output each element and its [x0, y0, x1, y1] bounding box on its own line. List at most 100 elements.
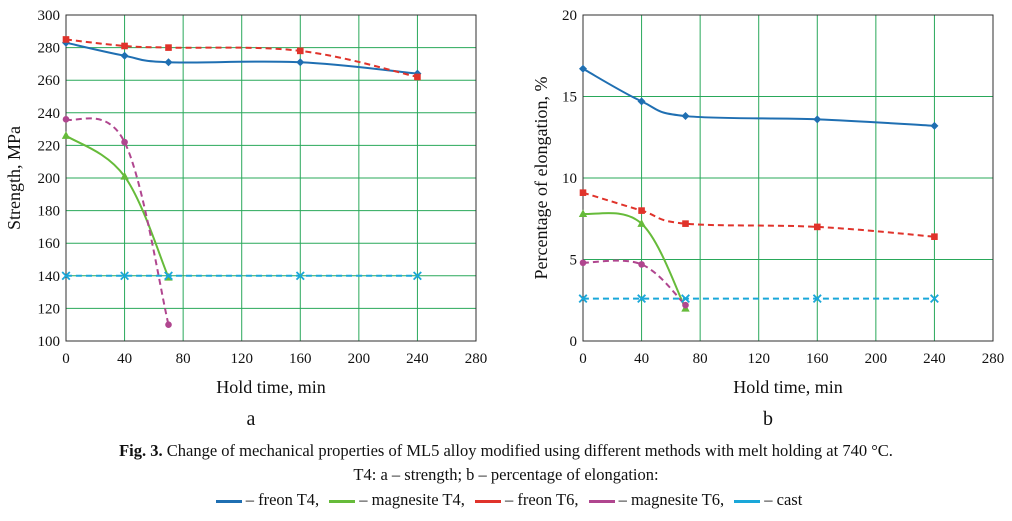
data-point-freon-t6 — [165, 44, 172, 51]
series-freon-t6 — [579, 189, 938, 240]
data-point-freon-t6 — [813, 223, 821, 231]
y-tick-label: 280 — [38, 41, 61, 57]
figure-caption-line1: Fig. 3. Change of mechanical properties … — [0, 440, 1012, 461]
panel-label: b — [763, 408, 773, 430]
y-tick-label: 120 — [38, 301, 61, 317]
legend-swatch — [734, 499, 761, 503]
data-point-freon-t6 — [62, 36, 70, 43]
series-line-freon-t6 — [582, 191, 935, 238]
legend-item-magnesite-t6: – magnesite T6, — [583, 490, 725, 509]
x-tick-label: 80 — [176, 351, 191, 367]
y-tick-label: 200 — [38, 171, 61, 187]
legend-item-freon-t4: – freon T4, — [210, 490, 319, 509]
gridlines — [583, 15, 993, 341]
x-tick-label: 280 — [465, 351, 488, 367]
data-point-magnesite-t4 — [578, 209, 588, 218]
series-cast — [61, 271, 422, 281]
series-magnesite-t6 — [579, 259, 689, 309]
x-tick-label: 240 — [406, 351, 429, 367]
data-point-freon-t4 — [579, 64, 587, 73]
chart-panel-a: 0 40 80 120 160 200 240 280 100 120 140 160 180 200 22… — [4, 8, 487, 430]
data-point-magnesite-t6 — [165, 321, 172, 329]
data-point-magnesite-t6 — [638, 261, 645, 268]
legend-label: – magnesite T4, — [359, 490, 465, 509]
data-point-cast — [637, 294, 647, 304]
data-point-freon-t6 — [296, 47, 304, 55]
data-point-freon-t4 — [120, 51, 129, 60]
x-tick-label: 160 — [289, 351, 312, 367]
figure-number: Fig. 3. — [119, 441, 163, 460]
series-line-freon-t4 — [65, 41, 418, 75]
series-line-freon-t6 — [65, 38, 418, 78]
legend-item-cast: – cast — [728, 490, 802, 509]
data-point-cast — [812, 294, 822, 304]
y-tick-label: 160 — [38, 236, 61, 252]
y-tick-label: 10 — [562, 171, 577, 187]
x-tick-label: 0 — [62, 351, 70, 367]
y-tick-label: 260 — [38, 73, 61, 89]
data-point-freon-t6 — [931, 233, 938, 240]
legend-item-freon-t6: – freon T6, — [469, 490, 578, 509]
plot-frame — [65, 14, 477, 342]
y-tick-label: 220 — [38, 138, 61, 154]
data-point-freon-t4 — [296, 58, 305, 67]
data-point-cast — [681, 294, 690, 304]
legend-swatch — [215, 499, 242, 503]
x-tick-label: 200 — [348, 351, 371, 367]
data-point-cast — [164, 271, 173, 281]
data-point-freon-t4 — [681, 112, 690, 121]
legend-swatch — [329, 499, 356, 503]
y-tick-label: 140 — [38, 269, 61, 285]
figure-caption-line2: T4: a – strength; b – percentage of elon… — [353, 465, 659, 484]
panel-label: a — [247, 408, 256, 430]
y-tick-label: 20 — [562, 8, 577, 24]
series-line-freon-t4 — [582, 67, 935, 127]
data-point-magnesite-t6 — [121, 138, 128, 146]
y-tick-label: 5 — [570, 253, 578, 269]
data-point-freon-t6 — [414, 73, 421, 81]
data-point-magnesite-t6 — [579, 259, 587, 267]
data-point-cast — [61, 271, 71, 281]
data-point-freon-t4 — [930, 121, 939, 130]
legend-label: – magnesite T6, — [618, 490, 725, 509]
data-point-magnesite-t4 — [120, 171, 129, 180]
x-tick-label: 40 — [634, 351, 649, 367]
x-tick-label: 200 — [865, 351, 888, 367]
legend-swatch — [474, 499, 501, 503]
x-tick-label: 280 — [982, 351, 1005, 367]
legend-label: – freon T6, — [504, 490, 579, 509]
data-point-freon-t6 — [638, 207, 645, 214]
series-line-magnesite-t6 — [582, 259, 687, 306]
y-tick-label: 0 — [570, 334, 578, 350]
series-magnesite-t6 — [62, 116, 172, 329]
chart-panel-b: 0 40 80 120 160 200 240 280 0 5 10 15 20 Hold time, m… — [531, 8, 1004, 430]
caption-text: Change of mechanical properties of ML5 a… — [162, 441, 893, 460]
x-axis-title: Hold time, min — [216, 377, 326, 397]
legend: – freon T4, – magnesite T4, – freon T6, … — [0, 489, 1012, 510]
y-tick-label: 300 — [38, 8, 61, 24]
data-point-magnesite-t4 — [637, 219, 646, 227]
data-point-cast — [120, 271, 130, 281]
data-point-magnesite-t6 — [682, 301, 689, 309]
y-tick-label: 15 — [562, 90, 577, 106]
data-point-freon-t4 — [637, 97, 646, 106]
x-tick-label: 120 — [747, 351, 770, 367]
data-point-freon-t4 — [813, 115, 822, 124]
x-tick-label: 240 — [923, 351, 946, 367]
data-point-freon-t6 — [121, 42, 128, 50]
data-point-freon-t6 — [579, 189, 587, 196]
x-tick-label: 80 — [693, 351, 708, 367]
data-point-cast — [412, 271, 422, 281]
data-point-freon-t6 — [682, 220, 689, 227]
legend-label: – cast — [764, 490, 803, 509]
x-tick-label: 0 — [579, 351, 587, 367]
gridlines — [66, 15, 476, 341]
y-tick-label: 180 — [38, 204, 61, 220]
data-point-magnesite-t6 — [62, 116, 70, 123]
x-tick-label: 160 — [806, 351, 829, 367]
x-tick-label: 40 — [117, 351, 132, 367]
data-point-cast — [929, 294, 939, 304]
y-axis-title: Percentage of elongation, % — [531, 77, 551, 280]
data-point-cast — [295, 271, 305, 281]
